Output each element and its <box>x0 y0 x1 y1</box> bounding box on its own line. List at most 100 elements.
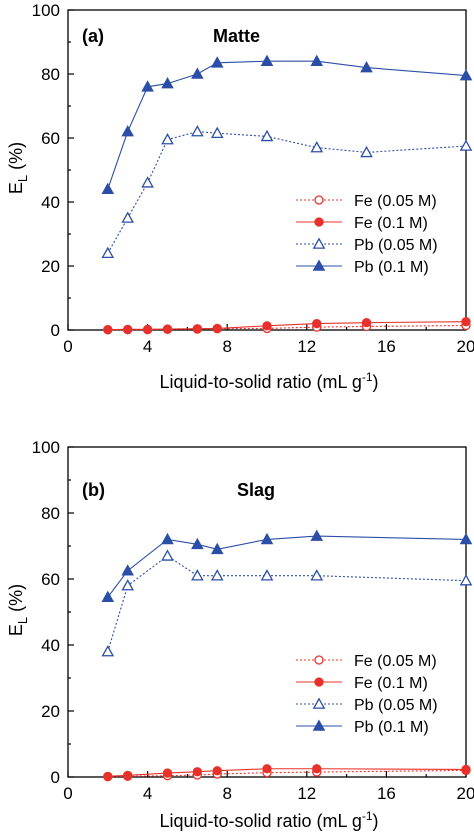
x-tick-label: 12 <box>297 337 316 356</box>
data-point <box>123 324 133 335</box>
data-point <box>360 145 373 158</box>
data-point <box>123 770 133 780</box>
x-axis-title-main: Liquid-to-solid ratio (mL g <box>159 372 361 392</box>
y-axis-title-end: (%) <box>6 584 26 617</box>
x-tick-label: 8 <box>222 337 231 356</box>
chart-title: Slag <box>237 480 275 500</box>
legend-label: Pb (0.1 M) <box>354 259 429 276</box>
y-axis-title-sub: L <box>15 617 30 624</box>
data-point <box>101 590 115 602</box>
y-tick-label: 80 <box>41 504 60 523</box>
data-point <box>210 126 224 139</box>
series-line <box>107 555 467 652</box>
data-point <box>312 318 322 329</box>
series-pb-0-1-m- <box>101 54 473 195</box>
x-tick-label: 4 <box>143 337 152 356</box>
legend-label: Fe (0.05 M) <box>354 653 437 670</box>
series-line <box>107 769 467 778</box>
x-axis-title: Liquid-to-solid ratio (mL g-1) <box>159 370 378 392</box>
data-point <box>260 129 274 142</box>
data-point <box>262 764 272 774</box>
data-point <box>121 211 135 223</box>
series-line <box>107 321 467 331</box>
x-axis-title-end: ) <box>373 811 379 831</box>
y-tick-label: 100 <box>32 1 60 20</box>
series-line <box>107 131 467 254</box>
series-layer <box>101 529 473 782</box>
legend: Fe (0.05 M) Fe (0.1 M) Pb (0.05 M) Pb (0.1 … <box>296 193 438 276</box>
x-tick-label: 20 <box>457 784 474 803</box>
y-tick-label: 40 <box>41 193 60 212</box>
data-point <box>121 125 135 137</box>
series-pb-0-1-m- <box>101 529 473 602</box>
y-tick-label: 40 <box>41 636 60 655</box>
y-tick-label: 20 <box>41 702 60 721</box>
x-tick-label: 0 <box>63 784 72 803</box>
data-point <box>459 532 473 545</box>
y-tick-label: 0 <box>51 768 60 787</box>
x-tick-label: 16 <box>377 337 396 356</box>
data-point <box>101 645 115 657</box>
data-point <box>212 766 222 776</box>
legend-label: Fe (0.1 M) <box>354 675 428 692</box>
series-fe-0-05-m- <box>103 320 471 335</box>
data-point <box>192 324 203 334</box>
y-tick-label: 100 <box>32 438 60 457</box>
x-axis-title-sup: -1 <box>362 370 373 384</box>
x-axis-title-end: ) <box>373 372 379 392</box>
series-line <box>107 535 467 598</box>
data-point <box>162 768 173 778</box>
data-point <box>141 176 154 188</box>
legend-marker <box>312 719 326 731</box>
data-point <box>192 767 203 777</box>
legend-label: Fe (0.05 M) <box>354 193 437 210</box>
legend-marker <box>314 655 324 665</box>
legend-marker <box>312 237 326 249</box>
data-point <box>210 56 224 68</box>
series-line <box>107 768 467 777</box>
x-tick-label: 12 <box>297 784 316 803</box>
y-tick-label: 60 <box>41 129 60 148</box>
y-axis-title: EL (%) <box>6 142 30 194</box>
y-axis-title-sub: L <box>15 175 30 182</box>
data-point <box>262 321 272 331</box>
data-point <box>191 125 204 137</box>
series-fe-0-1-m- <box>103 764 471 781</box>
x-axis-title-main: Liquid-to-solid ratio (mL g <box>159 811 361 831</box>
series-line <box>107 60 467 190</box>
data-point <box>260 54 274 67</box>
y-axis-title-end: (%) <box>6 142 26 175</box>
data-point <box>310 569 324 581</box>
axis-ticks: 0 4 8 12 16 20 0 20 40 60 80 100 <box>32 438 474 803</box>
data-point <box>260 569 274 581</box>
legend-marker <box>312 697 326 709</box>
x-axis-title: Liquid-to-solid ratio (mL g-1) <box>159 809 378 831</box>
data-point <box>191 67 204 79</box>
x-axis-title-sup: -1 <box>362 809 373 823</box>
legend-marker <box>314 195 324 205</box>
data-point <box>459 574 473 586</box>
y-axis-title-main: E <box>6 182 26 194</box>
y-tick-label: 60 <box>41 570 60 589</box>
y-tick-label: 80 <box>41 65 60 84</box>
data-point <box>212 323 222 334</box>
data-point <box>161 133 174 145</box>
data-point <box>361 317 372 328</box>
y-tick-label: 20 <box>41 257 60 276</box>
data-point <box>101 182 115 195</box>
x-tick-label: 4 <box>143 784 152 803</box>
data-point <box>210 569 224 581</box>
legend-label: Pb (0.05 M) <box>354 237 438 254</box>
data-point <box>191 569 204 581</box>
x-tick-label: 8 <box>222 784 231 803</box>
data-point <box>161 549 174 561</box>
data-point <box>310 529 324 541</box>
data-point <box>162 324 173 334</box>
data-point <box>360 61 373 73</box>
x-tick-label: 20 <box>457 337 474 356</box>
data-point <box>101 246 115 259</box>
data-point <box>459 139 473 151</box>
data-point <box>310 141 324 153</box>
legend-label: Pb (0.05 M) <box>354 697 438 714</box>
